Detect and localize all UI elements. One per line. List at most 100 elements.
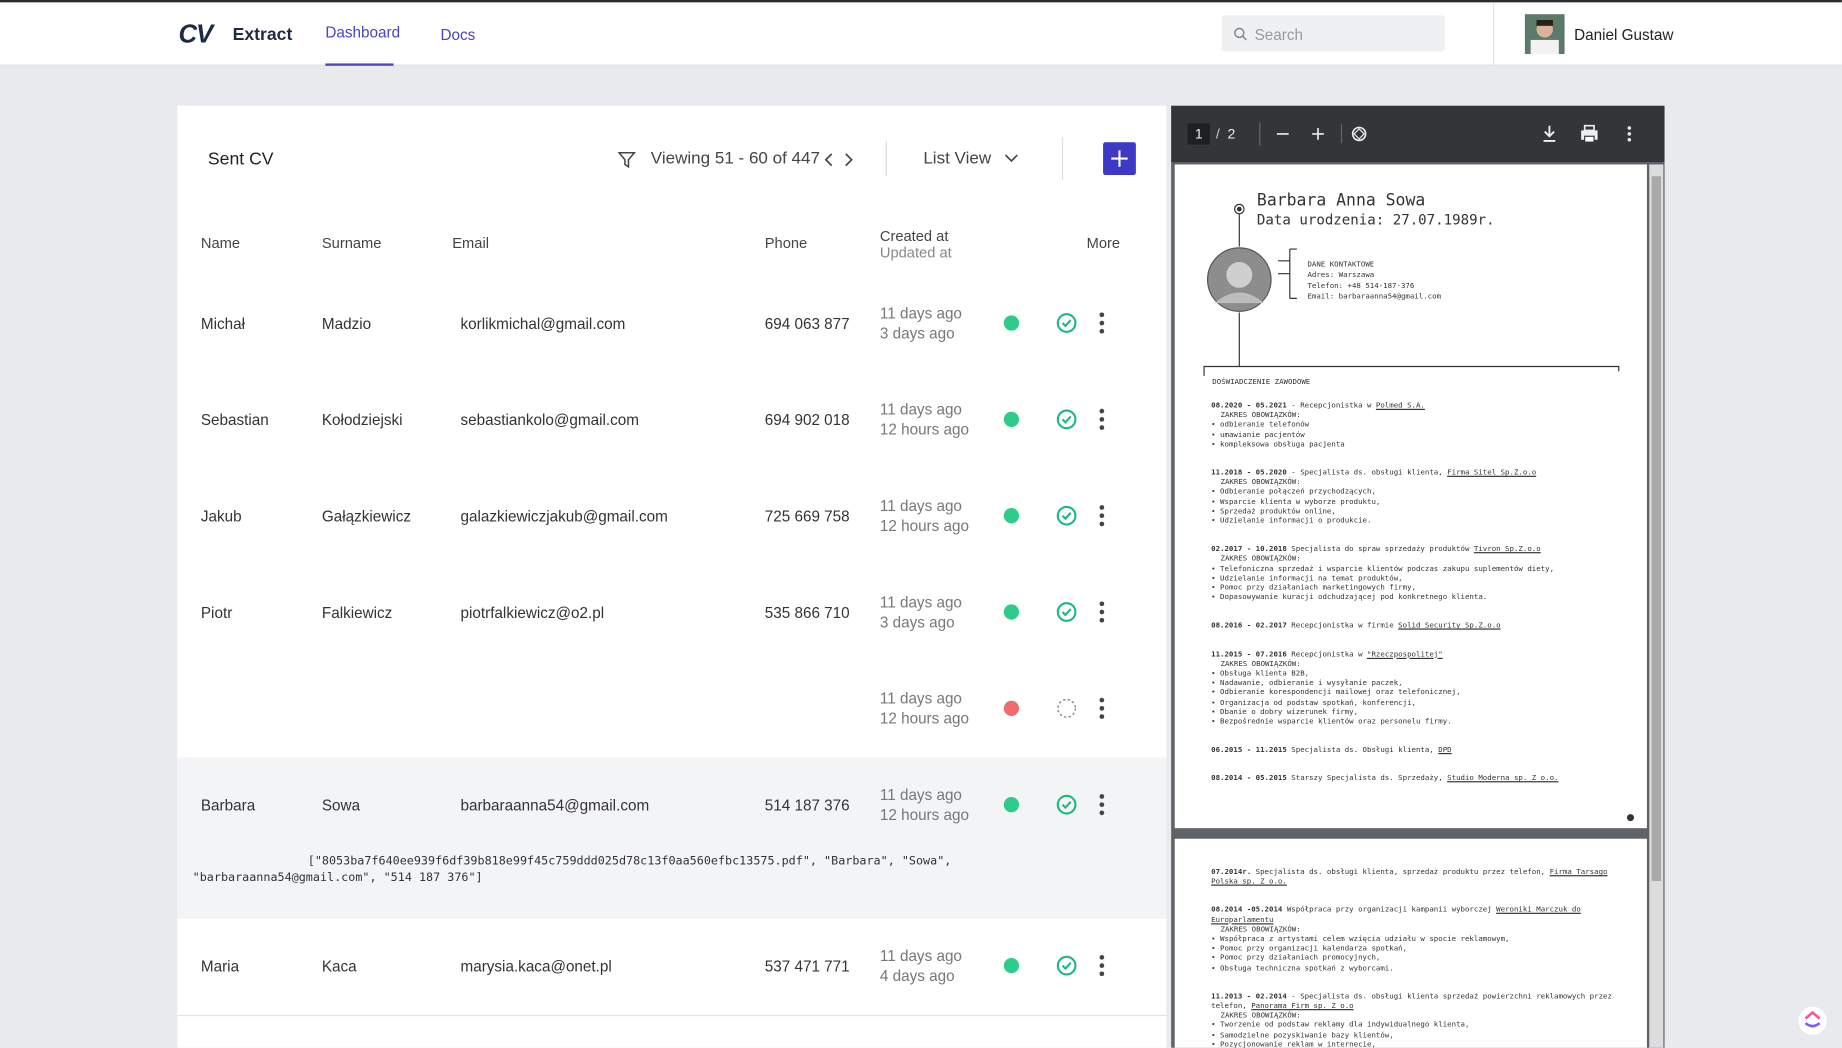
cv-section: DOŚWIADCZENIE ZAWODOWE (1212, 378, 1311, 387)
table-row[interactable]: Barbara Sowa barbaraanna54@gmail.com 514 18… (177, 757, 1167, 920)
more-menu[interactable] (1097, 697, 1106, 720)
table-row[interactable]: 11 days ago 12 hours ago (177, 661, 1167, 759)
duty-text: Nadawanie, odbieranie i wysyłanie paczek… (1220, 679, 1403, 688)
cv-jobs: 07.2014r. Specjalista ds. obsługi klient… (1211, 868, 1616, 1048)
status-dot (1003, 604, 1020, 620)
duty: • Pomoc przy działaniach promocyjnych, (1211, 954, 1381, 963)
cell-name: Piotr (200, 603, 233, 622)
duty: • Bezpośrednie wsparcie klientów oraz pe… (1211, 717, 1452, 727)
cell-created: 11 days ago (879, 593, 962, 611)
contact-line: Adres: Warszawa (1307, 271, 1375, 280)
contact-line: Email: barbaraanna54@gmail.com (1307, 292, 1442, 301)
cv-job: 08.2020 - 05.2021 - Recepcjonistka w Pol… (1211, 402, 1558, 450)
duty: • umawianie pacjentów (1211, 430, 1305, 439)
file-actions[interactable] (1541, 123, 1635, 144)
cell-updated: 12 hours ago (879, 709, 970, 728)
job-role: Starszy Specjalista ds. Sprzedaży, (1286, 774, 1448, 783)
job-line: 08.2014 -05.2014 Współpraca przy organiz… (1211, 906, 1616, 925)
job-line: 11.2013 - 02.2014 - Specjalista ds. obsł… (1211, 992, 1616, 1011)
duties-heading: ZAKRES OBOWIĄZKÓW: (1220, 925, 1301, 934)
logo: CV (178, 18, 214, 49)
nav-link[interactable]: Dashboard (325, 23, 401, 42)
more-menu[interactable] (1097, 954, 1106, 977)
job-role: - Specjalista ds. obsługi klienta, (1286, 468, 1448, 477)
job-dates: 08.2016 - 02.2017 (1211, 621, 1287, 631)
cv-job: 08.2014 - 05.2015 Starszy Specjalista ds… (1211, 775, 1558, 785)
filter-icon[interactable] (617, 150, 637, 169)
table-row[interactable]: Piotr Falkiewicz piotrfalkiewicz@o2.pl 535 … (177, 565, 1167, 663)
job-line: 08.2020 - 05.2021 - Recepcjonistka w Pol… (1211, 402, 1558, 412)
duty: • Wsparcie klienta w wyborze produktu, (1211, 497, 1381, 506)
table-row[interactable]: Sebastian Kołodziejski sebastiankolo@gmail… (177, 372, 1167, 470)
processed-icon (1056, 505, 1077, 526)
page-arrows[interactable] (821, 152, 856, 168)
table-row[interactable]: Michał Madzio korlikmichal@gmail.com 694 06… (177, 276, 1167, 374)
cv-birth: Data urodzenia: 27.07.1989r. (1256, 211, 1495, 228)
column-header: Email (452, 234, 489, 252)
page-total: 2 (1227, 125, 1236, 143)
job-role: Recepcjonistka w firmie (1286, 621, 1399, 631)
duty: • Odbieranie połączeń przychodzących, (1211, 487, 1376, 497)
help-widget[interactable] (1797, 1006, 1828, 1037)
pdf-toolbar: 1 / 2 (1171, 105, 1665, 163)
scroll-thumb[interactable] (1651, 176, 1662, 882)
job-role: - Specjalista ds. obsługi klienta sprzed… (1211, 992, 1612, 1011)
job-line: 02.2017 - 10.2018 Specjalista do spraw s… (1211, 545, 1558, 555)
cell-name: Michał (200, 314, 246, 333)
duty-text: Samodzielne pozyskiwanie bazy klientów, (1220, 1030, 1394, 1040)
dropdown-icon[interactable] (1004, 153, 1018, 165)
cv-job: 11.2013 - 02.2014 - Specjalista ds. obsł… (1211, 992, 1616, 1047)
duty-text: Obsługa klienta B2B, (1220, 669, 1310, 678)
avatar[interactable] (1524, 14, 1565, 55)
job-company: Weroniki Marczuk do Europarlamentu (1211, 906, 1581, 925)
more-menu[interactable] (1097, 793, 1106, 816)
duty-text: Pomoc przy działaniach promocyjnych, (1220, 954, 1381, 963)
duty-text: odbieranie telefonów (1220, 421, 1310, 430)
add-button[interactable] (1103, 142, 1136, 176)
scrollbar[interactable] (1649, 164, 1664, 1048)
duty: • Pomoc przy działaniach marketingowych … (1211, 583, 1416, 593)
cell-phone: 537 471 771 (764, 957, 850, 976)
more-menu[interactable] (1097, 600, 1106, 623)
column-header: Surname (321, 234, 382, 252)
cell-surname: Gałązkiewicz (321, 507, 411, 526)
cell-created: 11 days ago (879, 689, 962, 708)
table-row[interactable]: Jakub Gałązkiewicz galazkiewiczjakub@gmail… (177, 468, 1167, 567)
cell-email: marysia.kaca@onet.pl (460, 957, 612, 976)
more-menu[interactable] (1097, 408, 1106, 431)
duty-text: Dopasowywanie kuracji odchudzającej pod … (1220, 593, 1488, 602)
zoom-controls[interactable] (1275, 124, 1381, 144)
job-line: 06.2015 - 11.2015 Specjalista ds. Obsług… (1211, 746, 1558, 756)
nav-underline (325, 63, 394, 66)
cell-name: Sebastian (200, 411, 269, 429)
processed-icon (1056, 955, 1077, 976)
search-box[interactable]: Search (1221, 15, 1445, 52)
column-header: Updated at (879, 244, 952, 261)
cell-email: galazkiewiczjakub@gmail.com (460, 507, 668, 526)
cell-surname: Kaca (321, 957, 357, 976)
duty: • Tworzenie od podstaw reklamy dla indyw… (1211, 1021, 1470, 1030)
cv-job: 08.2016 - 02.2017 Recepcjonistka w firmi… (1211, 622, 1558, 632)
cv-job: 08.2014 -05.2014 Współpraca przy organiz… (1211, 906, 1616, 973)
nav-link[interactable]: Docs (440, 25, 476, 44)
column-header: Name (200, 234, 241, 252)
cv-name: Barbara Anna Sowa (1256, 191, 1426, 211)
duty: • kompleksowa obsługa pacjenta (1211, 440, 1345, 449)
more-menu[interactable] (1097, 311, 1106, 334)
contact-line: DANE KONTAKTOWE (1307, 260, 1375, 270)
row-detail: ["8053ba7f640ee939f6df39b818e99f45c759dd… (192, 855, 952, 884)
job-role: Współpraca przy organizacji kampanii wyb… (1282, 906, 1497, 915)
duty: • Sprzedaż produktów online, (1211, 507, 1336, 516)
cell-updated: 12 hours ago (879, 420, 970, 439)
more-menu[interactable] (1097, 504, 1106, 527)
duty-text: kompleksowa obsługa pacjenta (1220, 440, 1345, 449)
duty: • Odbieranie korespondencji mailowej ora… (1211, 688, 1461, 698)
table-row[interactable]: Maria Kaca marysia.kaca@onet.pl 537 471 771… (177, 918, 1167, 1017)
page-input[interactable]: 1 (1187, 123, 1210, 145)
processed-icon (1056, 602, 1077, 622)
cell-created: 11 days ago (879, 496, 962, 515)
job-line: 11.2018 - 05.2020 - Specjalista ds. obsł… (1211, 469, 1558, 479)
search-icon (1234, 27, 1247, 41)
cv-job: 02.2017 - 10.2018 Specjalista do spraw s… (1211, 545, 1558, 603)
view-mode[interactable]: List View (923, 149, 992, 168)
